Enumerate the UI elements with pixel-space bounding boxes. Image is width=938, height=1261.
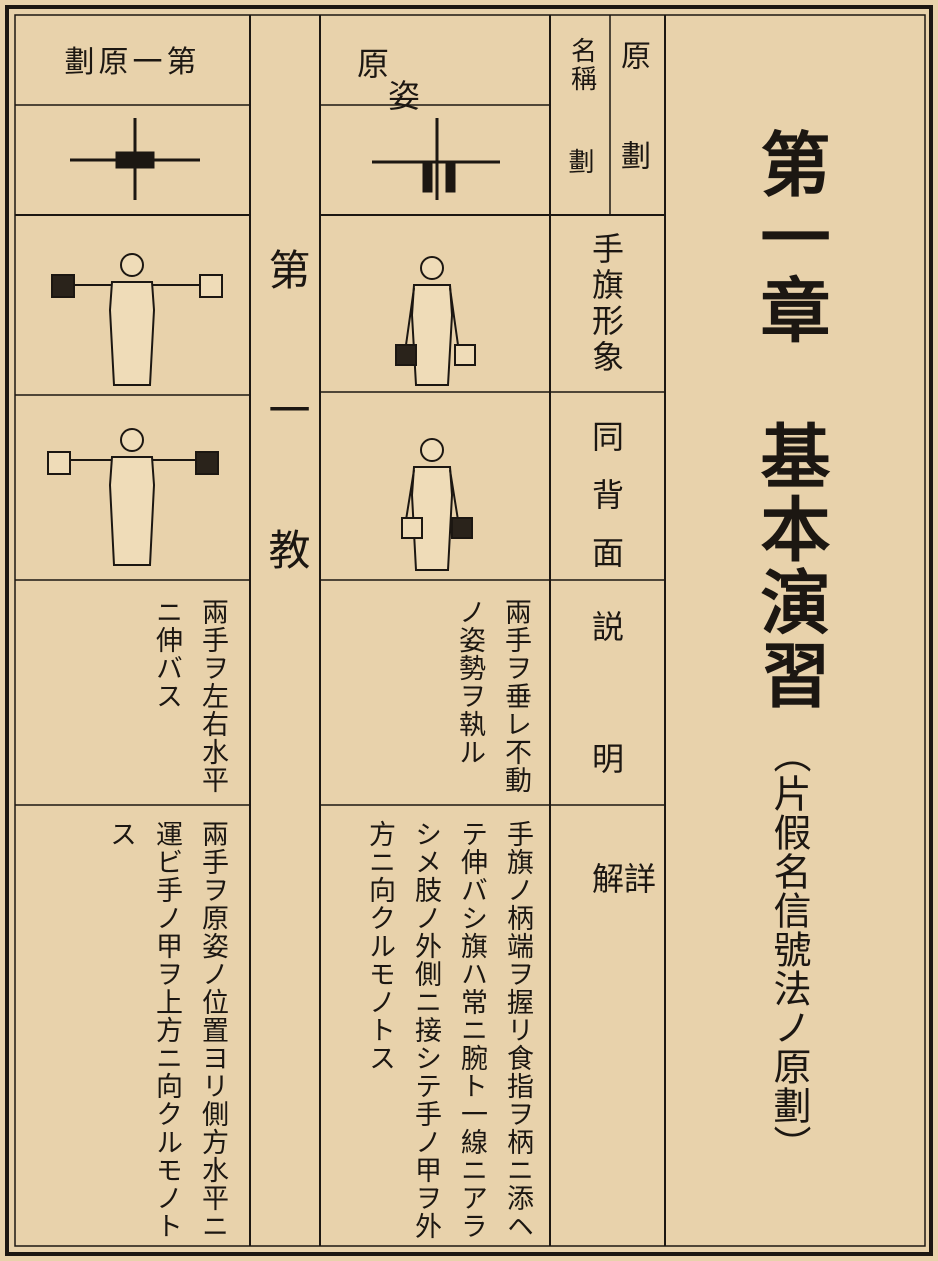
header-flag-form: 手旗形象 [587,232,625,376]
column-name: 原姿 [356,45,482,115]
header-stroke: 劃 [564,148,594,174]
header-back: 同背面 [587,420,625,594]
header-description: 説明 [587,610,625,874]
column-description: 兩手ヲ左右水平ニ伸バス [151,598,228,794]
header-name: 名稱 [570,37,597,95]
header-detail: 詳解 [587,862,657,1134]
column-name: 第一原劃 [64,45,201,80]
lesson-label: 第一教 [262,248,311,668]
column-detail: 手旗ノ柄端ヲ握リ食指ヲ柄ニ添ヘテ伸バシ旗ハ常ニ腕ト一線ニアラシメ肢ノ外側ニ接シテ… [364,820,533,1240]
column-detail: 兩手ヲ原姿ノ位置ヨリ側方水平ニ運ビ手ノ甲ヲ上方ニ向クルモノトス [105,820,228,1240]
chapter-title: 第一章 基本演習 [749,128,832,712]
chapter-subtitle: （片假名信號法ノ原劃） [767,735,811,1164]
column-description: 兩手ヲ垂レ不動ノ姿勢ヲ執ル [454,598,531,794]
header-original: 原劃 [615,40,650,240]
